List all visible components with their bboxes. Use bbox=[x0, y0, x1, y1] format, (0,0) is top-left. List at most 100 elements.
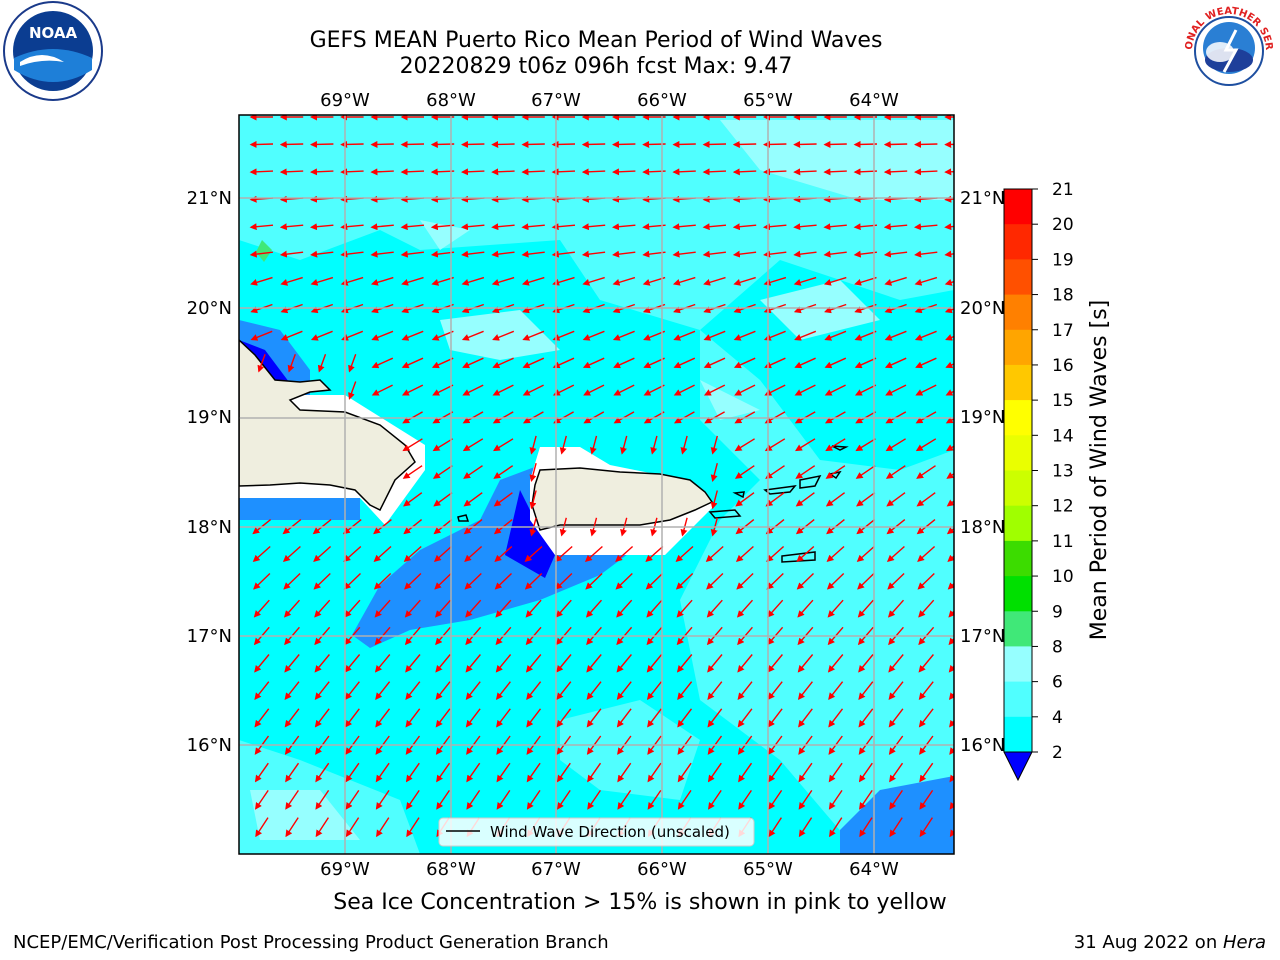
wind-arrow bbox=[944, 168, 954, 176]
wind-arrow bbox=[857, 599, 874, 618]
wind-arrow bbox=[949, 747, 954, 755]
wind-arrow bbox=[944, 195, 954, 203]
wind-arrow bbox=[617, 790, 632, 810]
wind-arrow bbox=[823, 250, 847, 258]
colorbar-segment bbox=[1004, 329, 1032, 366]
wind-arrow bbox=[793, 276, 817, 286]
wind-arrow bbox=[555, 572, 573, 590]
wind-arrow bbox=[944, 279, 954, 286]
wind-arrow bbox=[768, 817, 782, 838]
wind-arrow bbox=[432, 465, 453, 479]
wind-arrow bbox=[945, 334, 954, 341]
wind-arrow bbox=[672, 223, 696, 231]
colorbar-tick-label: 18 bbox=[1052, 286, 1074, 306]
wind-arrow bbox=[616, 681, 632, 700]
wind-arrow bbox=[738, 762, 753, 783]
wind-arrow bbox=[703, 276, 726, 286]
wind-arrow bbox=[492, 330, 515, 341]
wind-arrow bbox=[525, 599, 542, 618]
wind-arrow bbox=[919, 817, 933, 838]
wind-arrow bbox=[341, 330, 364, 341]
hispaniola-land bbox=[239, 338, 416, 512]
wind-arrow bbox=[734, 465, 755, 479]
wind-wave-arrows bbox=[249, 115, 954, 838]
wind-arrow bbox=[737, 681, 753, 700]
wind-arrow bbox=[916, 465, 936, 479]
wind-arrow bbox=[250, 330, 273, 341]
lon-label-bottom: 66°W bbox=[637, 859, 687, 880]
wind-arrow bbox=[491, 250, 515, 258]
wind-arrow bbox=[733, 276, 756, 286]
wind-arrow bbox=[253, 599, 270, 618]
wind-arrow bbox=[823, 140, 847, 148]
colorbar-tick-label: 16 bbox=[1052, 356, 1074, 376]
wind-arrow bbox=[526, 708, 542, 728]
wind-arrow bbox=[737, 708, 753, 728]
wind-arrow bbox=[858, 762, 873, 783]
map-legend: Wind Wave Direction (unscaled) bbox=[438, 817, 755, 847]
lat-label-right: 17°N bbox=[960, 626, 1005, 647]
wind-arrow bbox=[494, 572, 512, 590]
wind-arrow bbox=[918, 708, 934, 728]
colorbar-segment bbox=[1004, 470, 1032, 507]
wind-arrow bbox=[710, 490, 718, 510]
wind-arrow bbox=[854, 330, 877, 341]
lat-label-left: 18°N bbox=[187, 517, 232, 538]
wind-arrow bbox=[736, 572, 754, 590]
wind-arrow bbox=[254, 708, 270, 728]
wind-arrow bbox=[828, 681, 844, 700]
wind-arrow bbox=[620, 435, 628, 455]
wind-arrow bbox=[945, 361, 954, 369]
wind-arrow bbox=[310, 250, 334, 258]
wind-arrow bbox=[855, 438, 876, 452]
wind-arrow bbox=[612, 223, 636, 231]
wind-arrow bbox=[581, 223, 606, 231]
wind-arrow bbox=[765, 492, 785, 507]
wind-arrow bbox=[702, 250, 726, 258]
wind-arrow bbox=[465, 681, 481, 700]
colorbar-segment bbox=[1004, 189, 1032, 225]
wind-arrow bbox=[707, 654, 723, 673]
lon-label-top: 64°W bbox=[849, 90, 899, 111]
wind-arrow bbox=[435, 681, 451, 700]
lat-label-left: 21°N bbox=[187, 188, 232, 209]
wind-arrow bbox=[404, 572, 422, 590]
wind-arrow bbox=[287, 353, 296, 373]
colorbar-segment bbox=[1004, 364, 1032, 401]
wind-arrow bbox=[581, 250, 606, 258]
colorbar-tick-label: 4 bbox=[1052, 708, 1063, 728]
wind-arrow bbox=[344, 599, 361, 618]
wind-arrow bbox=[405, 681, 421, 700]
wind-arrow bbox=[798, 790, 813, 810]
wind-arrow bbox=[345, 708, 360, 728]
wind-arrow bbox=[522, 357, 545, 369]
wind-arrow bbox=[645, 545, 664, 563]
wind-arrow bbox=[795, 438, 816, 452]
wind-arrow bbox=[583, 384, 605, 396]
wind-arrow bbox=[465, 708, 481, 728]
wind-arrow bbox=[857, 572, 875, 590]
wind-arrow bbox=[856, 492, 876, 507]
wind-arrow bbox=[707, 681, 723, 700]
wind-arrow bbox=[557, 790, 571, 810]
wind-arrow bbox=[404, 599, 421, 618]
wind-arrow bbox=[370, 276, 394, 286]
wind-arrow bbox=[282, 545, 301, 563]
wind-arrow bbox=[883, 250, 908, 258]
wind-arrow bbox=[919, 790, 934, 810]
wind-arrow bbox=[400, 140, 425, 148]
wind-arrow bbox=[496, 762, 511, 783]
wind-arrow bbox=[464, 572, 482, 590]
wind-arrow bbox=[918, 599, 935, 618]
wind-arrow bbox=[737, 654, 753, 673]
wind-arrow bbox=[948, 664, 954, 673]
wind-arrow bbox=[825, 438, 846, 452]
lon-label-bottom: 65°W bbox=[743, 859, 793, 880]
wind-arrow bbox=[371, 330, 394, 341]
lon-label-top: 68°W bbox=[426, 90, 476, 111]
wind-arrow bbox=[463, 492, 483, 507]
wind-arrow bbox=[493, 492, 513, 507]
colorbar-tick-label: 6 bbox=[1052, 673, 1063, 693]
wind-arrow bbox=[612, 276, 636, 286]
wind-arrow bbox=[463, 465, 483, 479]
